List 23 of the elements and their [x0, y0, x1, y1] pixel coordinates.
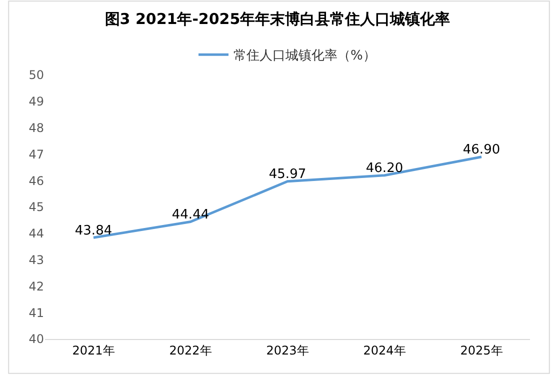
- legend-label: 常住人口城镇化率（%）: [234, 48, 376, 64]
- y-tick-label: 46: [28, 174, 44, 188]
- y-tick-label: 41: [28, 306, 44, 320]
- data-label: 45.97: [268, 167, 306, 182]
- y-tick-label: 50: [28, 68, 44, 82]
- y-tick-label: 47: [28, 147, 44, 162]
- x-tick-label: 2024年: [363, 343, 406, 358]
- y-tick-label: 44: [28, 226, 44, 241]
- x-tick-label: 2023年: [266, 343, 309, 358]
- x-tick-label: 2021年: [72, 343, 115, 358]
- y-tick-label: 40: [28, 332, 44, 346]
- y-tick-label: 45: [28, 200, 44, 214]
- data-label: 44.44: [172, 208, 210, 223]
- data-label: 46.90: [462, 142, 500, 158]
- x-tick-label: 2025年: [460, 343, 503, 358]
- y-tick-label: 42: [28, 279, 44, 294]
- data-label: 46.20: [366, 161, 404, 176]
- y-tick-label: 48: [28, 121, 44, 135]
- y-tick-label: 49: [28, 94, 44, 109]
- x-tick-label: 2022年: [169, 343, 212, 358]
- y-tick-label: 43: [28, 253, 44, 267]
- chart-title: 图3 2021年-2025年年末博白县常住人口城镇化率: [104, 10, 450, 28]
- data-label: 43.84: [74, 223, 112, 238]
